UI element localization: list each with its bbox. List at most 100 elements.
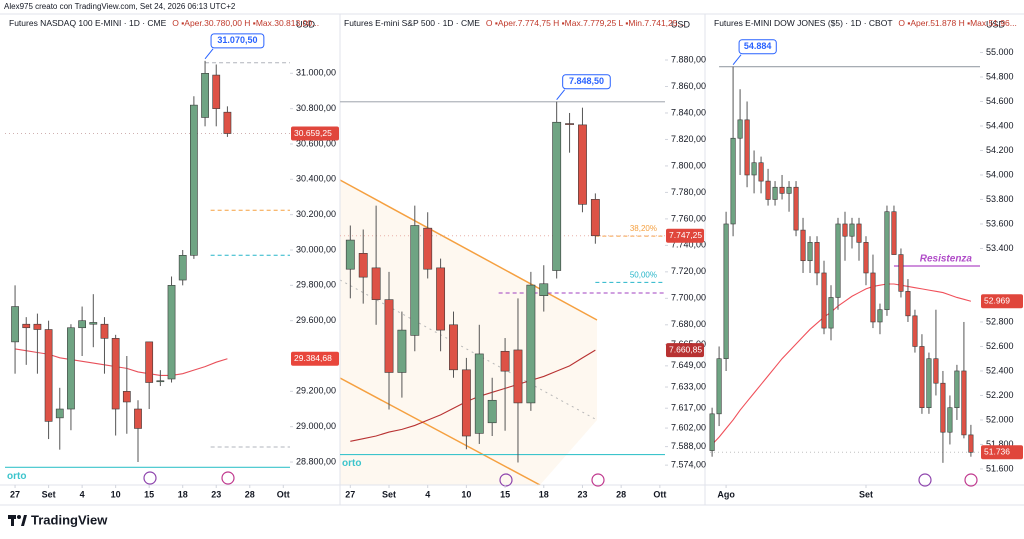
x-tick-label: Set (859, 489, 873, 499)
y-tick-label: 28.800,00 (296, 456, 336, 466)
y-tick-label: 29.800,00 (296, 280, 336, 290)
high-label: 31.070,50 (217, 35, 257, 45)
channel-upper (339, 179, 598, 321)
y-tick-label: 7.588,00 (671, 441, 706, 451)
title: Futures E-MINI DOW JONES ($5) · 1D · CBO… (714, 18, 892, 28)
candle-body (190, 104, 198, 256)
y-tick-label: 29.600,00 (296, 315, 336, 325)
y-tick-label: 54.800 (986, 71, 1014, 81)
candle-body (449, 324, 458, 371)
moving-average (711, 283, 972, 445)
candle-body (526, 284, 536, 404)
y-tick-label: 52.000 (986, 414, 1014, 424)
candle-body (821, 272, 827, 329)
x-tick-label: 23 (577, 489, 587, 499)
y-tick-label: 31.000,00 (296, 68, 336, 78)
candle-body (500, 350, 510, 372)
y-tick-label: 52.600 (986, 341, 1014, 351)
candle-body (912, 315, 918, 347)
candle-body (744, 119, 750, 176)
y-tick-label: 7.633,00 (671, 381, 706, 391)
chart-title: Futures E-MINI DOW JONES ($5) · 1D · CBO… (714, 18, 1017, 28)
high-label: 54.884 (744, 41, 772, 51)
y-tick-label: 30.400,00 (296, 174, 336, 184)
candle-body (926, 358, 932, 409)
header-text: Alex975 creato con TradingView.com, Set … (4, 2, 236, 11)
y-tick-label: 7.740,00 (671, 240, 706, 250)
y-tick-label: 53.800 (986, 194, 1014, 204)
y-tick-label: 7.700,00 (671, 293, 706, 303)
y-tick-label: 7.820,00 (671, 134, 706, 144)
candle-body (863, 242, 869, 274)
axis-unit: USD (296, 19, 316, 29)
x-tick-label: 18 (539, 489, 549, 499)
x-tick-label: 28 (245, 489, 255, 499)
y-tick-label: 52.800 (986, 316, 1014, 326)
channel-fill (340, 180, 597, 485)
y-tick-label: 7.760,00 (671, 213, 706, 223)
axis-unit: USD (986, 19, 1006, 29)
y-tick-label: 52.400 (986, 365, 1014, 375)
title: Futures E-mini S&P 500 · 1D · CME (344, 18, 480, 28)
candle-body (751, 162, 757, 176)
candle-body (578, 124, 587, 205)
candle-body (968, 434, 974, 453)
x-tick-label: 4 (80, 489, 85, 499)
candle-body (814, 242, 820, 274)
price-tag (981, 445, 1023, 460)
ohlc-legend: O ▪Aper.51.878 H ▪Max.51.96... (898, 18, 1016, 28)
y-tick-label: 7.680,00 (671, 319, 706, 329)
candle-body (849, 223, 855, 237)
candle-body (758, 162, 764, 182)
candle-body (474, 353, 484, 434)
candle-body (723, 223, 729, 360)
candle-body (765, 180, 771, 200)
high-label: 7.848,50 (569, 76, 604, 86)
candle-body (933, 358, 939, 384)
y-tick-label: 54.000 (986, 169, 1014, 179)
channel-lower (339, 377, 541, 486)
price-tag-label: 30.659,25 (294, 128, 332, 138)
candle-body (44, 329, 53, 422)
candle-body (397, 329, 407, 373)
candle-body (358, 253, 368, 278)
chart-title: Futures E-mini S&P 500 · 1D · CME O ▪Aper… (344, 18, 685, 28)
candle-body (384, 299, 394, 373)
price-tag-label: 52.969 (984, 296, 1010, 306)
candle-body (842, 223, 848, 237)
y-tick-label: 54.200 (986, 145, 1014, 155)
channel-mid (339, 279, 598, 421)
price-tag-label: 7.747,25 (669, 230, 702, 240)
y-tick-label: 53.400 (986, 243, 1014, 253)
price-tag (291, 126, 339, 141)
candle-body (461, 369, 471, 437)
price-tag-label: 7.660,85 (669, 344, 702, 354)
candle-body (134, 408, 142, 429)
ohlc-legend: O ▪Aper.7.774,75 H ▪Max.7.779,25 L ▪Min.… (486, 18, 685, 28)
candle-body (167, 285, 176, 380)
price-tag (981, 294, 1023, 309)
level-label: 50,00% (630, 271, 657, 280)
high-label-box (738, 39, 777, 55)
y-tick-label: 7.617,00 (671, 403, 706, 413)
y-tick-label: 30.600,00 (296, 138, 336, 148)
x-tick-label: 23 (211, 489, 221, 499)
price-tag-label: 29.384,68 (294, 353, 332, 363)
x-tick-label: 4 (425, 489, 430, 499)
candle-body (947, 407, 953, 433)
y-tick-label: 30.800,00 (296, 103, 336, 113)
high-pointer (204, 48, 214, 60)
level-label: 38,20% (630, 224, 657, 233)
candle-body (709, 413, 715, 451)
y-tick-label: 7.780,00 (671, 187, 706, 197)
level-label: orto (342, 458, 361, 469)
y-tick-label: 7.880,00 (671, 54, 706, 64)
y-tick-label: 7.840,00 (671, 107, 706, 117)
high-label-box (562, 74, 611, 90)
candle-body (156, 380, 165, 383)
candle-body (436, 267, 446, 331)
title: Futures NASDAQ 100 E-MINI · 1D · CME (9, 18, 167, 28)
candle-body (565, 123, 574, 125)
candle-body (22, 323, 31, 329)
candle-body (954, 370, 960, 409)
